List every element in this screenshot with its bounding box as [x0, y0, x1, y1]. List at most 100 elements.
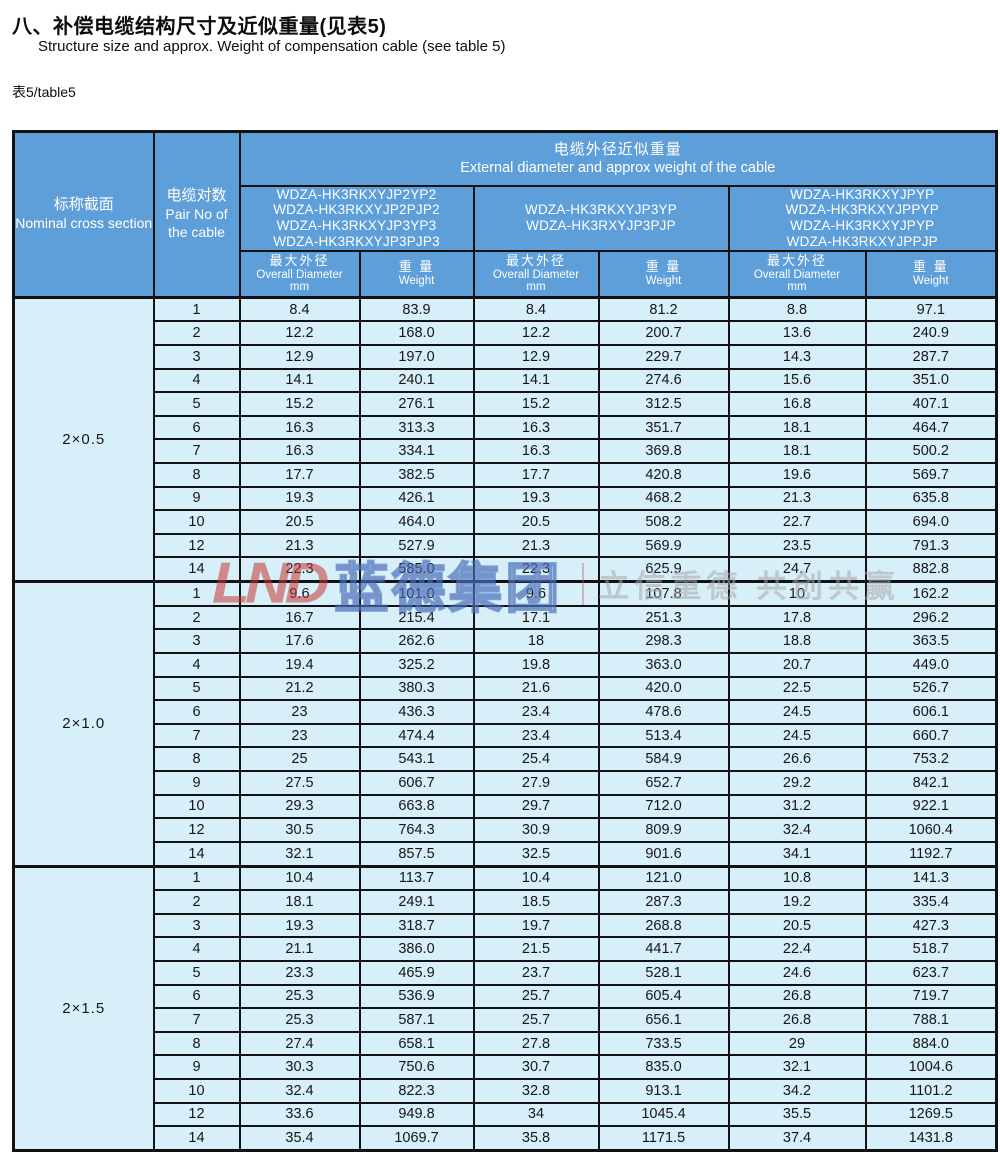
pair-count-cell: 14	[152, 840, 241, 868]
pair-count-cell: 3	[152, 628, 241, 654]
compensation-cable-table: 标称截面 Nominal cross section 电缆对数 Pair No …	[12, 130, 999, 1152]
diameter-cell: 17.7	[472, 462, 600, 488]
header-pair-no: 电缆对数 Pair No of the cable	[152, 130, 241, 299]
table-row: 7 23 474.4 23.4 513.4 24.5 660.7	[14, 722, 998, 749]
pair-count-cell: 2	[152, 320, 241, 346]
weight-cell: 1060.4	[864, 817, 998, 843]
diameter-cell: 23	[238, 699, 361, 725]
weight-cell: 884.0	[864, 1030, 998, 1057]
diameter-cell: 17.6	[238, 628, 361, 654]
weight-cell: 656.1	[597, 1007, 730, 1033]
diameter-cell: 29.2	[727, 770, 867, 796]
weight-cell: 527.9	[358, 532, 475, 559]
pair-count-cell: 6	[152, 983, 241, 1010]
weight-cell: 249.1	[358, 889, 475, 915]
diameter-cell: 32.4	[238, 1078, 361, 1104]
weight-cell: 363.0	[597, 652, 730, 678]
diameter-cell: 14.3	[727, 344, 867, 370]
diameter-cell: 21.3	[727, 485, 867, 512]
weight-cell: 635.8	[864, 485, 998, 512]
diameter-cell: 19.3	[472, 485, 600, 512]
pair-count-cell: 7	[152, 438, 241, 464]
diameter-cell: 35.5	[727, 1101, 867, 1128]
diameter-cell: 21.3	[472, 532, 600, 559]
weight-cell: 251.3	[597, 604, 730, 631]
diameter-cell: 19.4	[238, 652, 361, 678]
sub-header-weight-en: Weight	[912, 274, 949, 287]
table-row: 8 17.7 382.5 17.7 420.8 19.6 569.7	[14, 462, 998, 488]
weight-cell: 464.7	[864, 414, 998, 441]
pair-count-cell: 4	[152, 936, 241, 962]
diameter-cell: 30.9	[472, 817, 600, 843]
diameter-cell: 19.6	[727, 462, 867, 488]
pair-count-cell: 7	[152, 1007, 241, 1033]
cable-type-name: WDZA-HK3RKXYJPYP	[790, 186, 935, 202]
diameter-cell: 31.2	[727, 793, 867, 820]
table-row: 5 21.2 380.3 21.6 420.0 22.5 526.7	[14, 675, 998, 702]
pair-count-cell: 6	[152, 699, 241, 725]
diameter-cell: 27.9	[472, 770, 600, 796]
table-row: 7 25.3 587.1 25.7 656.1 26.8 788.1	[14, 1007, 998, 1033]
diameter-cell: 32.5	[472, 840, 600, 868]
weight-cell: 229.7	[597, 344, 730, 370]
weight-cell: 141.3	[864, 864, 998, 892]
pair-count-cell: 1	[152, 864, 241, 892]
weight-cell: 569.7	[864, 462, 998, 488]
weight-cell: 81.2	[597, 295, 730, 323]
cable-type-name: WDZA-HK3RKXYJPPJP	[786, 234, 938, 250]
table-row: 14 32.1 857.5 32.5 901.6 34.1 1192.7	[14, 840, 998, 868]
weight-cell: 1171.5	[597, 1125, 730, 1152]
header-pair-no-zh: 电缆对数	[166, 187, 227, 205]
pair-count-cell: 9	[152, 770, 241, 796]
table-row: 7 16.3 334.1 16.3 369.8 18.1 500.2	[14, 438, 998, 464]
diameter-cell: 8.4	[472, 295, 600, 323]
diameter-cell: 10	[727, 580, 867, 607]
table-row: 10 20.5 464.0 20.5 508.2 22.7 694.0	[14, 509, 998, 535]
page-subtitle: Structure size and approx. Weight of com…	[38, 38, 506, 55]
diameter-cell: 34.1	[727, 840, 867, 868]
weight-cell: 441.7	[597, 936, 730, 962]
table-row: 2 18.1 249.1 18.5 287.3 19.2 335.4	[14, 889, 998, 915]
diameter-cell: 25	[238, 746, 361, 772]
sub-header-diameter-zh: 最大外径	[766, 252, 827, 268]
weight-cell: 606.7	[358, 770, 475, 796]
weight-cell: 465.9	[358, 960, 475, 986]
diameter-cell: 10.4	[472, 864, 600, 892]
table-row: 2×1.0 1 9.6 101.0 9.6 107.8 10 162.2	[12, 580, 998, 868]
diameter-cell: 18.1	[727, 414, 867, 441]
table-row: 10 29.3 663.8 29.7 712.0 31.2 922.1	[14, 793, 998, 820]
weight-cell: 694.0	[864, 509, 998, 535]
weight-cell: 719.7	[864, 983, 998, 1010]
pair-count-cell: 3	[152, 912, 241, 939]
weight-cell: 240.9	[864, 320, 998, 346]
weight-cell: 528.1	[597, 960, 730, 986]
weight-cell: 262.6	[358, 628, 475, 654]
weight-cell: 436.3	[358, 699, 475, 725]
diameter-cell: 18.1	[238, 889, 361, 915]
diameter-cell: 35.8	[472, 1125, 600, 1152]
diameter-cell: 13.6	[727, 320, 867, 346]
weight-cell: 1045.4	[597, 1101, 730, 1128]
sub-header-weight-en: Weight	[645, 274, 682, 287]
cable-type-name: WDZA-HK3RKXYJP2YP2	[276, 186, 437, 202]
table-row: 14 22.3 585.0 22.3 625.9 24.7 882.8	[14, 556, 998, 583]
table-row: 14 35.4 1069.7 35.8 1171.5 37.4 1431.8	[14, 1125, 998, 1152]
diameter-cell: 27.4	[238, 1030, 361, 1057]
pair-count-cell: 6	[152, 414, 241, 441]
header-cable-type-group-3: WDZA-HK3RKXYJPYP WDZA-HK3RKXYJPPYP WDZA-…	[727, 184, 998, 253]
pair-count-cell: 12	[152, 817, 241, 843]
weight-cell: 1192.7	[864, 840, 998, 868]
cable-type-name: WDZA-HK3RKXYJP3YP3	[276, 218, 437, 234]
table-row: 6 25.3 536.9 25.7 605.4 26.8 719.7	[14, 983, 998, 1010]
weight-cell: 712.0	[597, 793, 730, 820]
diameter-cell: 20.5	[472, 509, 600, 535]
weight-cell: 162.2	[864, 580, 998, 607]
diameter-cell: 34.2	[727, 1078, 867, 1104]
diameter-cell: 17.8	[727, 604, 867, 631]
diameter-cell: 23.5	[727, 532, 867, 559]
diameter-cell: 23	[238, 722, 361, 749]
table-body: 2×0.5 1 8.4 83.9 8.4 81.2 8.8 97.1 2 12.2 168.0 12.…	[12, 295, 998, 1152]
cross-section-label: 2×1.5	[12, 864, 155, 1152]
weight-cell: 526.7	[864, 675, 998, 702]
diameter-cell: 16.3	[238, 414, 361, 441]
